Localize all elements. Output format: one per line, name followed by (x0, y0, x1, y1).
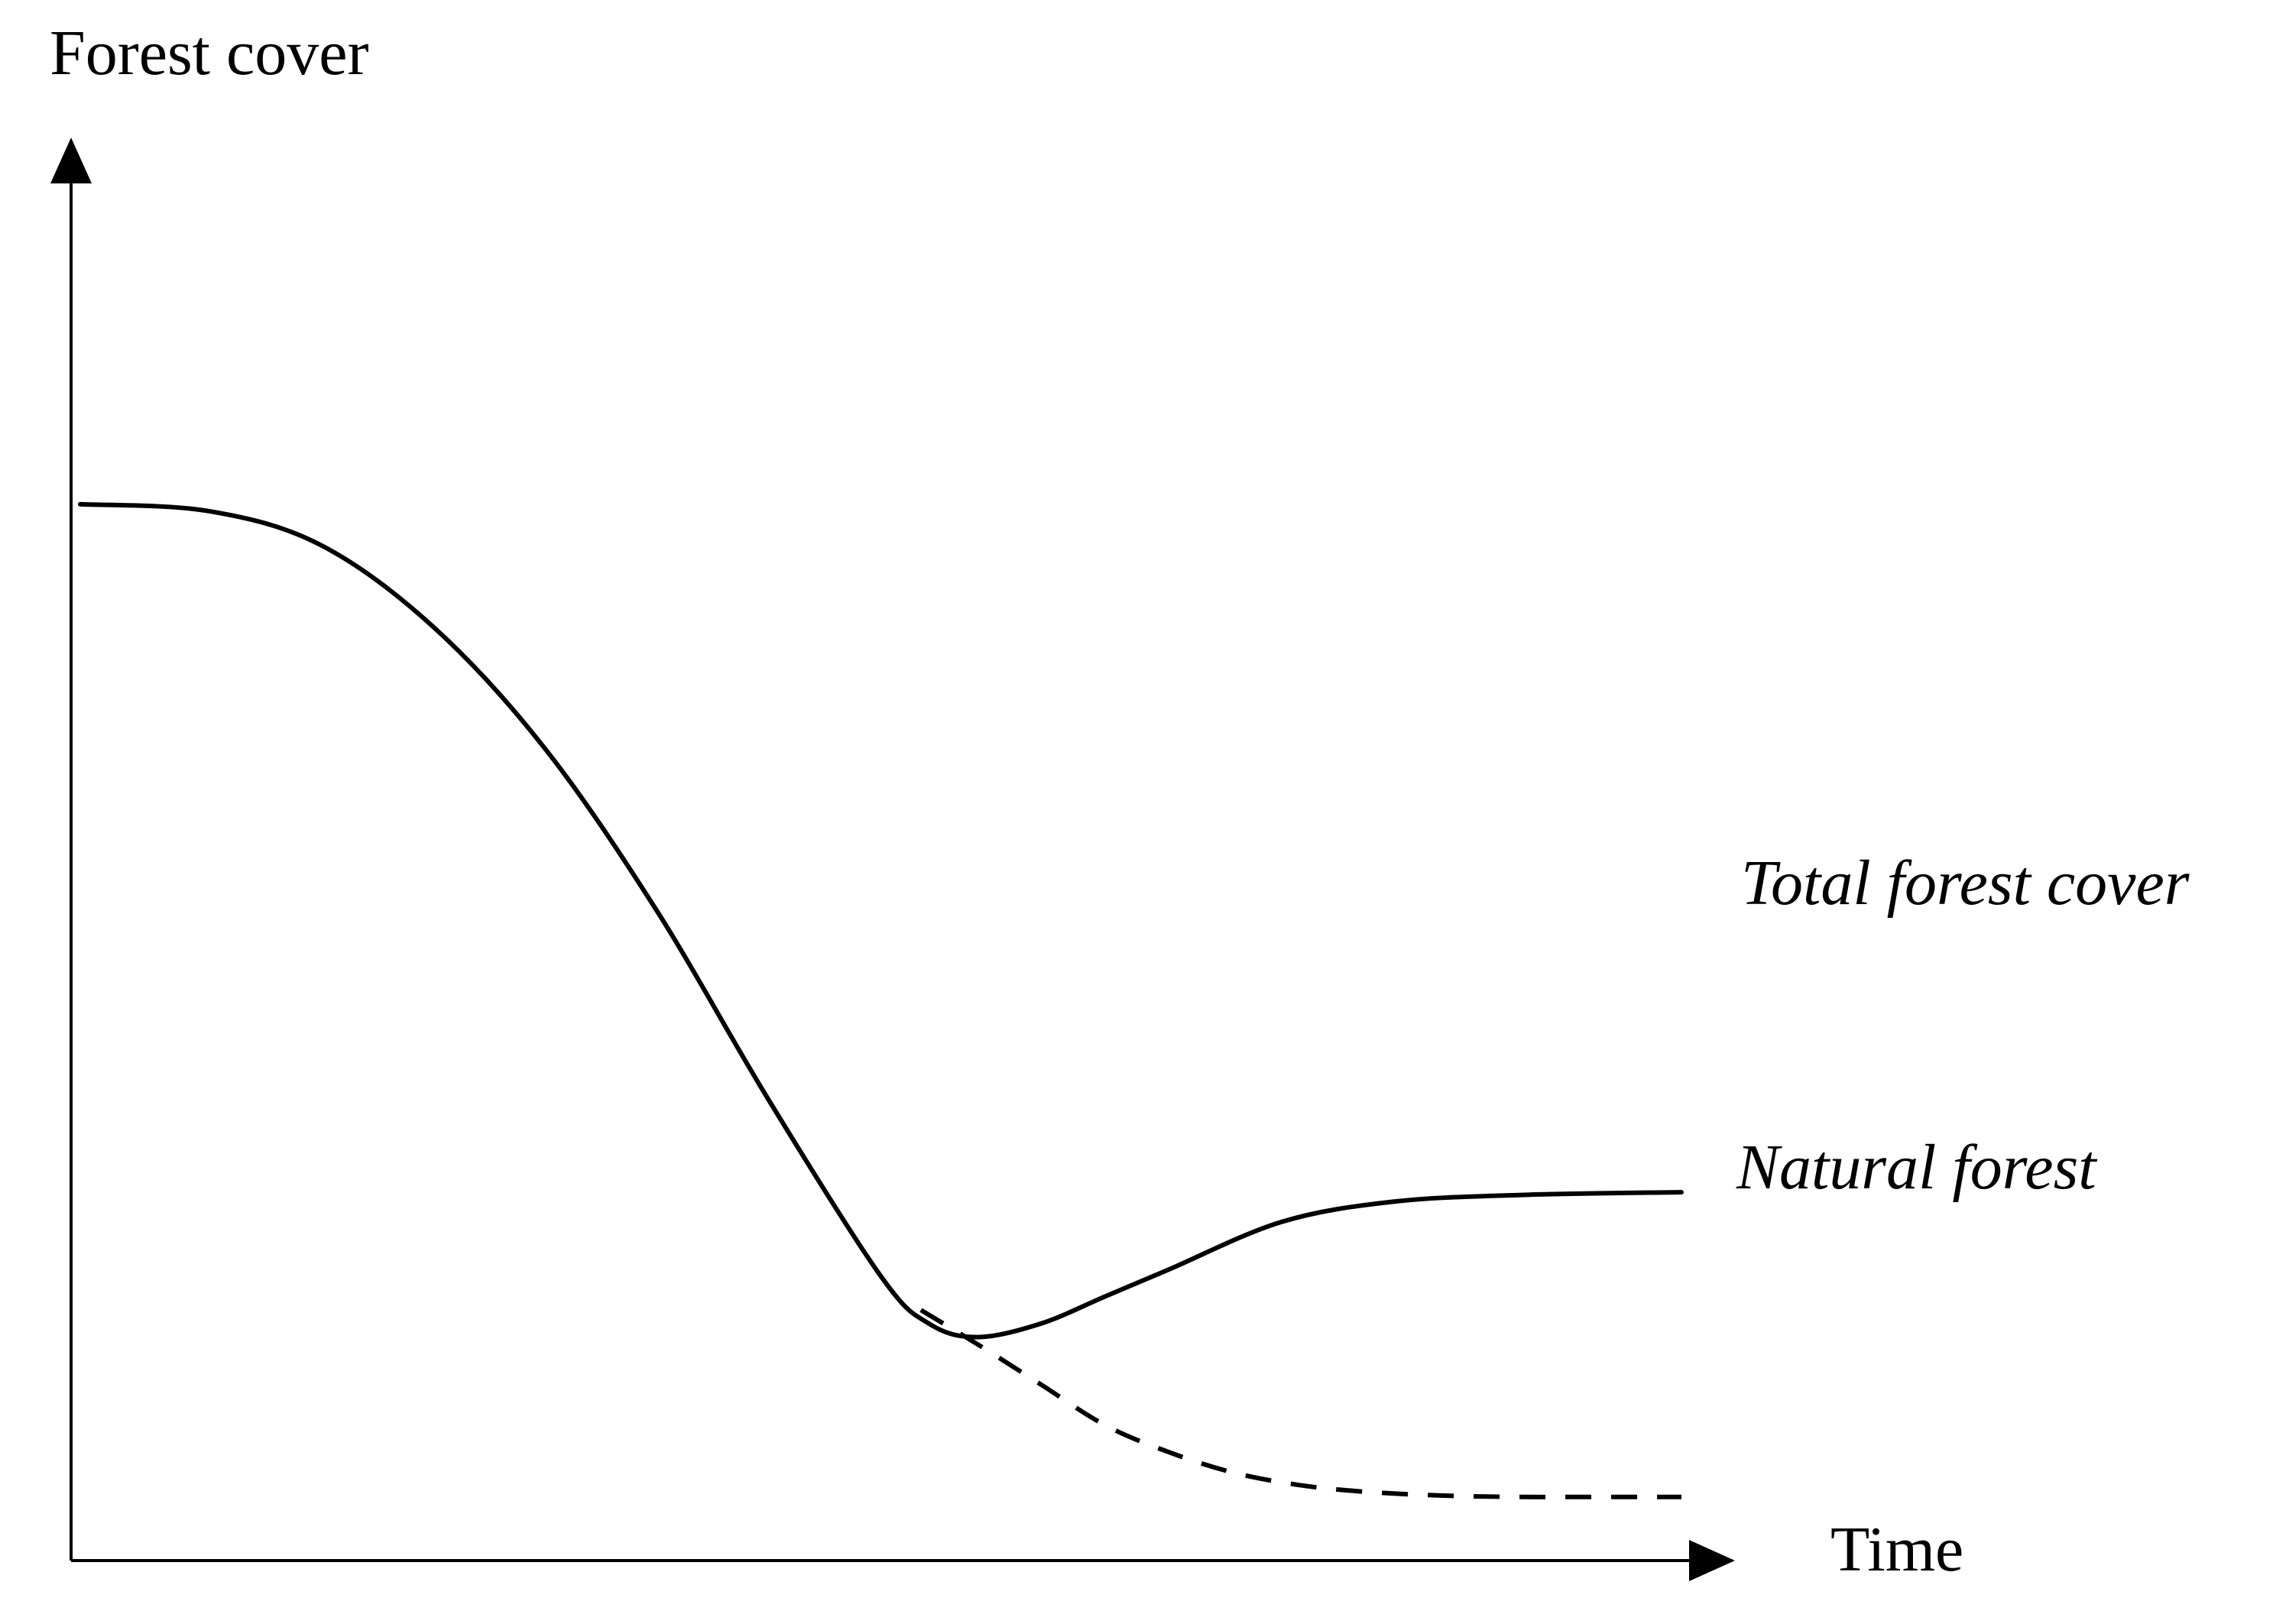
y-axis-label: Forest cover (50, 18, 369, 89)
series-line-total-forest-cover (78, 501, 1684, 1340)
series-label-total-forest-cover: Total forest cover (1741, 848, 2190, 919)
series-line-natural-forest (919, 1308, 1681, 1499)
x-axis-label: Time (1830, 1514, 1963, 1585)
y-axis-arrowhead (50, 138, 92, 183)
series-label-natural-forest: Natural forest (1736, 1132, 2098, 1203)
x-axis-arrowhead (1689, 1540, 1735, 1581)
